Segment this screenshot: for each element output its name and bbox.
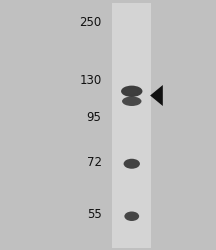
Ellipse shape (128, 214, 136, 218)
Text: 55: 55 (87, 208, 102, 222)
Text: 72: 72 (87, 156, 102, 169)
Text: 250: 250 (79, 16, 102, 29)
Ellipse shape (124, 159, 140, 169)
Text: 130: 130 (79, 74, 102, 86)
Text: 95: 95 (87, 111, 102, 124)
Polygon shape (150, 85, 163, 106)
Ellipse shape (121, 86, 143, 97)
Ellipse shape (124, 212, 139, 221)
Ellipse shape (126, 89, 138, 94)
Ellipse shape (126, 99, 137, 103)
Ellipse shape (122, 96, 141, 106)
Bar (112, 2, 151, 248)
Ellipse shape (127, 162, 136, 166)
